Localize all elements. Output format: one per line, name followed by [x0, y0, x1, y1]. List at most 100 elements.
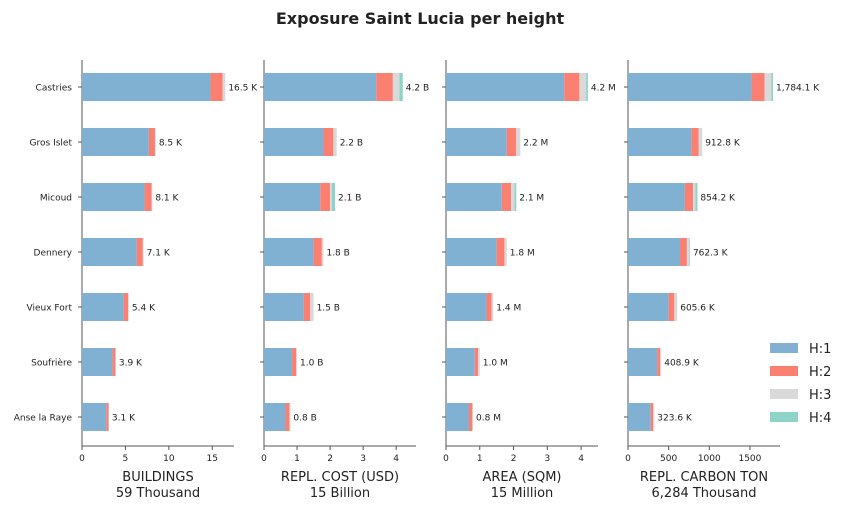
- bar-H2-gros-islet: [506, 128, 517, 156]
- data-label: 0.8 M: [476, 414, 501, 424]
- x-tick-label: 1: [477, 454, 483, 464]
- data-label: 8.5 K: [159, 139, 183, 149]
- bar-H1-castries: [82, 73, 211, 101]
- legend-swatch-H1: [770, 343, 798, 353]
- data-label: 2.1 B: [338, 194, 361, 204]
- bar-H3-anse-la-raye: [653, 403, 655, 431]
- x-tick-label: 5: [123, 454, 129, 464]
- bar-H2-castries: [564, 73, 580, 101]
- bar-H2-vieux-fort: [486, 293, 492, 321]
- bar-H2-micoud: [144, 183, 152, 211]
- panel-1: 16.5 K Castries 8.5 K Gros Islet 8.1 K Micoud…: [14, 60, 258, 501]
- data-label: 1,784.1 K: [776, 84, 820, 94]
- x-tick-label: 0: [261, 454, 267, 464]
- data-label: 16.5 K: [228, 84, 258, 94]
- data-label: 762.3 K: [693, 249, 729, 259]
- bar-H1-micoud: [264, 183, 321, 211]
- x-axis-label: AREA (SQM): [482, 470, 561, 485]
- bar-H2-soufrière: [657, 348, 661, 376]
- category-label: Castries: [36, 84, 73, 94]
- bar-H3-castries: [222, 73, 226, 101]
- bar-H3-gros-islet: [516, 128, 521, 156]
- bar-H1-castries: [264, 73, 377, 101]
- bar-H1-dennery: [628, 238, 681, 266]
- data-label: 4.2 B: [406, 84, 429, 94]
- data-label: 323.6 K: [657, 414, 693, 424]
- data-label: 408.9 K: [664, 359, 700, 369]
- x-tick-label: 1500: [738, 454, 761, 464]
- bar-H3-vieux-fort: [128, 293, 129, 321]
- bar-H1-gros-islet: [264, 128, 324, 156]
- legend-label: H:3: [809, 388, 831, 403]
- bar-H3-dennery: [142, 238, 144, 266]
- bar-H2-anse-la-raye: [285, 403, 290, 431]
- x-tick-label: 10: [163, 454, 175, 464]
- x-tick-label: 2: [327, 454, 333, 464]
- bar-H3-micoud: [151, 183, 153, 211]
- x-tick-label: 4: [393, 454, 399, 464]
- bar-H2-micoud: [320, 183, 331, 211]
- bar-H2-castries: [751, 73, 765, 101]
- bar-H4-micoud: [331, 183, 336, 211]
- bar-H1-soufrière: [446, 348, 475, 376]
- bar-H3-castries: [392, 73, 400, 101]
- bar-H4-dennery: [689, 238, 690, 266]
- legend: H:1 H:2 H:3 H:4: [770, 342, 831, 426]
- x-axis-label: BUILDINGS: [122, 470, 193, 485]
- x-tick-label: 500: [660, 454, 677, 464]
- bar-H2-vieux-fort: [668, 293, 675, 321]
- bar-H4-castries: [771, 73, 774, 101]
- bar-H1-gros-islet: [628, 128, 692, 156]
- bar-H1-gros-islet: [446, 128, 507, 156]
- x-tick-label: 0: [79, 454, 85, 464]
- bar-H1-anse-la-raye: [446, 403, 469, 431]
- bar-H2-gros-islet: [691, 128, 699, 156]
- bar-H2-dennery: [136, 238, 143, 266]
- data-label: 0.8 B: [293, 414, 316, 424]
- bar-H1-vieux-fort: [264, 293, 304, 321]
- bar-H2-vieux-fort: [303, 293, 311, 321]
- bar-H3-gros-islet: [698, 128, 703, 156]
- bar-H1-micoud: [628, 183, 685, 211]
- data-label: 854.2 K: [700, 194, 736, 204]
- bar-H2-soufrière: [112, 348, 116, 376]
- bar-H3-gros-islet: [333, 128, 337, 156]
- legend-label: H:2: [809, 365, 831, 380]
- bar-H1-castries: [446, 73, 565, 101]
- chart-title: Exposure Saint Lucia per height: [276, 9, 565, 28]
- legend-label: H:4: [809, 411, 831, 426]
- panel-3: 4.2 M 2.2 M 2.1 M 1.8 M 1.4 M 1.0 M 0.8 M 0 1 2 3 4…: [442, 60, 616, 501]
- data-label: 5.4 K: [132, 304, 156, 314]
- bar-H3-soufrière: [478, 348, 480, 376]
- data-label: 1.8 B: [326, 249, 349, 259]
- bar-H2-soufrière: [474, 348, 479, 376]
- bar-H3-micoud: [330, 183, 332, 211]
- data-label: 2.1 M: [519, 194, 544, 204]
- data-label: 2.2 B: [340, 139, 363, 149]
- bar-H1-soufrière: [628, 348, 658, 376]
- data-label: 912.8 K: [705, 139, 741, 149]
- panels: 16.5 K Castries 8.5 K Gros Islet 8.1 K Micoud…: [14, 60, 820, 501]
- bar-H2-dennery: [496, 238, 505, 266]
- bar-H2-soufrière: [292, 348, 297, 376]
- legend-swatch-H2: [770, 366, 798, 376]
- legend-label: H:1: [809, 342, 831, 357]
- bar-H3-micoud: [693, 183, 696, 211]
- bar-H2-gros-islet: [148, 128, 155, 156]
- data-label: 605.6 K: [680, 304, 716, 314]
- legend-swatch-H4: [770, 412, 798, 422]
- bar-H1-vieux-fort: [628, 293, 669, 321]
- x-tick-label: 0: [443, 454, 449, 464]
- bar-H1-dennery: [446, 238, 497, 266]
- panel-2: 4.2 B 2.2 B 2.1 B 1.8 B 1.5 B 1.0 B 0.8 B 0 1 2 3 4…: [260, 60, 429, 501]
- bar-H1-castries: [628, 73, 752, 101]
- x-tick-label: 1: [294, 454, 300, 464]
- bar-H3-anse-la-raye: [472, 403, 474, 431]
- bar-H4-castries: [399, 73, 403, 101]
- bar-H4-castries: [586, 73, 588, 101]
- bar-H1-soufrière: [82, 348, 113, 376]
- x-axis-total: 6,284 Thousand: [652, 486, 757, 501]
- x-tick-label: 2: [511, 454, 517, 464]
- panel-4: 1,784.1 K 912.8 K 854.2 K 762.3 K 605.6 K 408…: [624, 60, 820, 501]
